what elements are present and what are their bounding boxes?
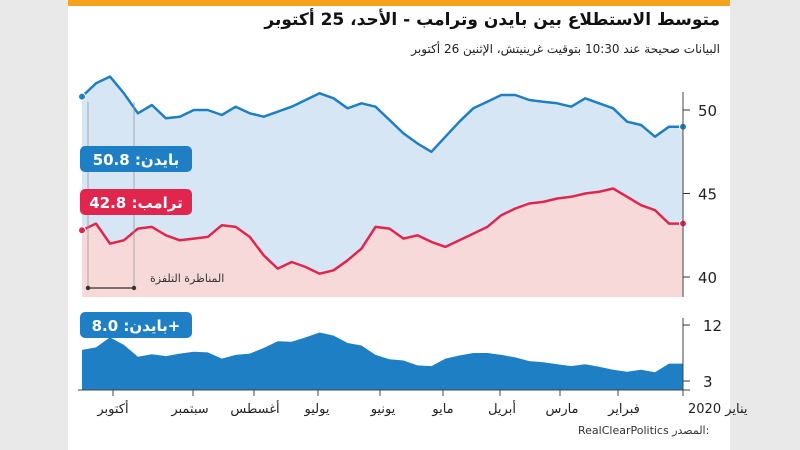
top-y-tick-label: 45 <box>698 186 717 204</box>
trump-line <box>81 187 683 275</box>
biden-line <box>81 75 683 154</box>
biden-value-label: بايدن: 50.8 <box>80 146 192 172</box>
chart-subtitle: البيانات صحيحة عند 10:30 بتوقيت غرينيتش،… <box>411 42 720 56</box>
x-tick-label: أغسطس <box>230 400 279 417</box>
x-tick-label: أبريل <box>488 400 516 417</box>
trump-label-text: ترامب: 42.8 <box>89 194 183 212</box>
trump-area <box>82 188 683 297</box>
chart-title: متوسط الاستطلاع بين بايدن وترامب - الأحد… <box>264 10 720 30</box>
debate-label: المناظرة التلفزة <box>150 272 224 285</box>
trump-value-label: ترامب: 42.8 <box>80 189 192 215</box>
x-tick-label: أكتوبر <box>96 400 128 417</box>
biden-label-text: بايدن: 50.8 <box>93 151 180 169</box>
x-tick-label: مارس <box>545 402 578 417</box>
top-y-tick-label: 40 <box>698 269 717 287</box>
source-line: RealClearPolitics المصدر: <box>578 424 709 437</box>
x-tick-label: مايو <box>431 402 453 417</box>
accent-bar <box>68 0 730 6</box>
x-tick-label: يوليو <box>304 402 330 417</box>
x-tick-label: يونيو <box>370 402 396 417</box>
x-tick-label: فبراير <box>607 402 640 417</box>
biden-end-point <box>78 92 86 101</box>
source-label: المصدر: <box>672 424 710 437</box>
bottom-y-tick-label: 3 <box>703 373 713 391</box>
trump-end-point <box>78 226 86 235</box>
x-tick-label: 2020 يناير <box>688 402 748 417</box>
source-value: RealClearPolitics <box>578 424 669 437</box>
x-tick-label: سبتمبر <box>170 402 208 417</box>
margin-area <box>82 332 683 390</box>
top-y-tick-label: 50 <box>698 102 717 120</box>
margin-value-label: بايدن: 8.0+ <box>80 312 192 338</box>
biden-area <box>82 76 683 274</box>
margin-label-text: بايدن: 8.0+ <box>92 317 181 335</box>
bottom-y-tick-label: 12 <box>703 317 722 335</box>
